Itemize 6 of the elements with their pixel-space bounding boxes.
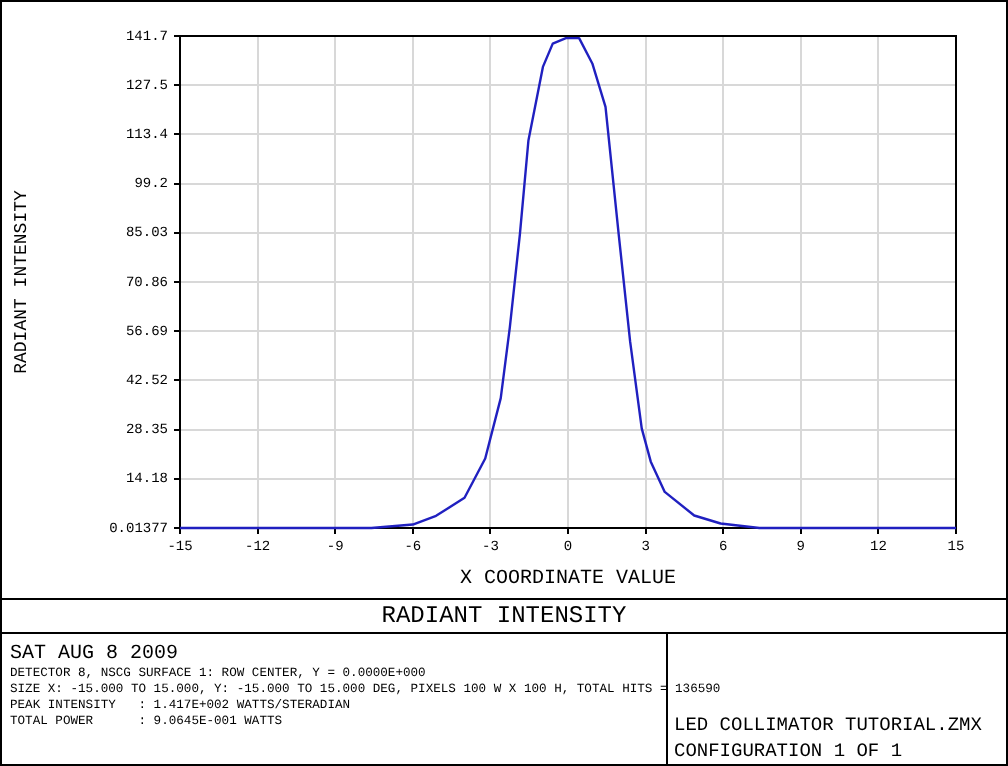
text: CONFIGURATION 1 OF 1 xyxy=(674,740,903,762)
text: LED COLLIMATOR TUTORIAL.ZMX xyxy=(674,714,982,736)
text: SAT AUG 8 2009 xyxy=(10,644,181,666)
x-axis-title: X COORDINATE VALUE xyxy=(459,569,677,592)
y-axis-title: RADIANT INTENSITY xyxy=(11,189,32,374)
text: RADIANT INTENSITY xyxy=(2,600,1006,634)
